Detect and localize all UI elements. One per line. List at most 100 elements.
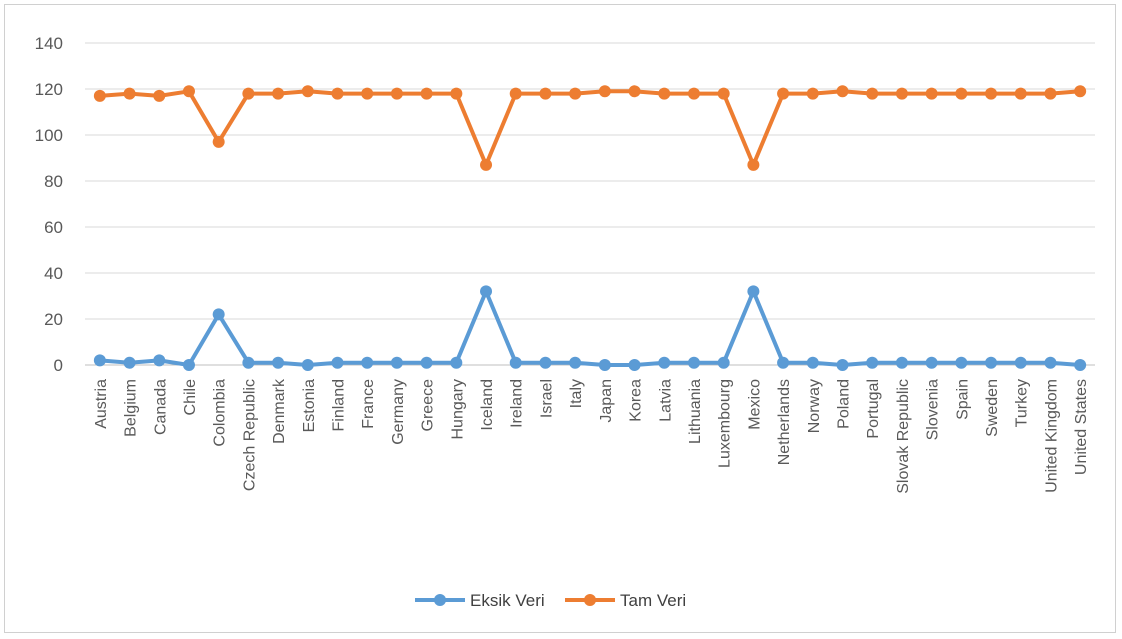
x-tick-label: Ireland [509,379,526,428]
data-point [182,359,195,371]
data-point [895,356,908,369]
data-point [420,356,433,369]
data-point [569,356,582,369]
x-tick-label: France [360,379,377,429]
x-tick-label: Israel [538,379,555,418]
data-point [569,87,582,100]
data-point [450,87,463,100]
data-point [1074,85,1087,98]
data-point [509,356,522,369]
x-tick-label: Netherlands [776,379,793,465]
data-point [628,85,641,98]
y-tick-label: 0 [54,356,63,375]
legend-item: Tam Veri [565,591,686,610]
legend: Eksik Veri Tam Veri [415,591,686,610]
x-tick-label: Iceland [479,379,496,431]
data-point [777,87,790,100]
x-tick-label: Germany [390,379,407,445]
series-line [99,289,1081,367]
y-axis-ticks: 0 20 40 60 80 100 120 140 [35,34,63,375]
data-point [836,359,849,371]
data-point [331,356,344,369]
data-point [420,87,433,100]
x-tick-label: Norway [806,379,823,433]
x-tick-label: Chile [182,379,199,416]
data-point [123,87,136,100]
data-point [123,356,136,369]
series-1 [93,85,1087,171]
data-point [687,356,700,369]
x-tick-label: Czech Republic [241,379,258,491]
x-tick-label: Belgium [123,379,140,437]
data-point [480,158,493,171]
data-point [242,87,255,100]
legend-swatch-marker [584,594,596,606]
data-point [212,308,225,321]
series-0 [93,285,1087,371]
legend-swatch-marker [434,594,446,606]
y-tick-label: 20 [44,310,63,329]
data-point [242,356,255,369]
data-point [93,89,106,102]
chart-frame: 0 20 40 60 80 100 120 140 Austria Belgium Canada C… [4,4,1116,633]
data-point [361,356,374,369]
x-tick-label: Korea [628,379,645,422]
x-tick-label: Estonia [301,379,318,432]
data-point [925,87,938,100]
data-point [153,89,166,102]
x-tick-label: United States [1073,379,1090,475]
data-point [955,87,968,100]
x-tick-label: Italy [568,379,585,408]
data-point [598,359,611,371]
data-point [925,356,938,369]
data-point [153,354,166,367]
data-point [182,85,195,98]
data-point [93,354,106,367]
y-tick-label: 120 [35,80,63,99]
data-point [747,158,760,171]
series-group [93,85,1087,371]
x-tick-label: Luxembourg [717,379,734,468]
data-point [539,87,552,100]
x-tick-label: United Kingdom [1043,379,1060,493]
data-point [1014,356,1027,369]
data-point [450,356,463,369]
data-point [866,87,879,100]
data-point [1044,356,1057,369]
data-point [301,359,314,371]
x-tick-label: Poland [836,379,853,429]
x-tick-label: Denmark [271,378,288,444]
data-point [747,285,760,298]
data-point [628,359,641,371]
data-point [361,87,374,100]
data-point [777,356,790,369]
data-point [1074,359,1087,371]
gridlines [85,42,1095,320]
data-point [658,87,671,100]
y-tick-label: 80 [44,172,63,191]
data-point [1044,87,1057,100]
x-tick-label: Slovak Republic [895,379,912,494]
x-tick-label: Portugal [865,379,882,439]
data-point [985,87,998,100]
x-axis-labels: Austria Belgium Canada Chile Colombia Czech R… [93,378,1090,494]
data-point [509,87,522,100]
data-point [331,87,344,100]
x-tick-label: Mexico [746,379,763,430]
data-point [836,85,849,98]
data-point [390,356,403,369]
data-point [717,87,730,100]
y-tick-label: 100 [35,126,63,145]
data-point [717,356,730,369]
data-point [212,135,225,148]
x-tick-label: Japan [598,379,615,423]
data-point [866,356,879,369]
x-tick-label: Finland [331,379,348,431]
legend-label: Tam Veri [620,591,686,610]
x-tick-label: Canada [152,379,169,435]
x-tick-label: Hungary [449,379,466,439]
data-point [895,87,908,100]
x-tick-label: Colombia [212,379,229,447]
data-point [658,356,671,369]
data-point [390,87,403,100]
